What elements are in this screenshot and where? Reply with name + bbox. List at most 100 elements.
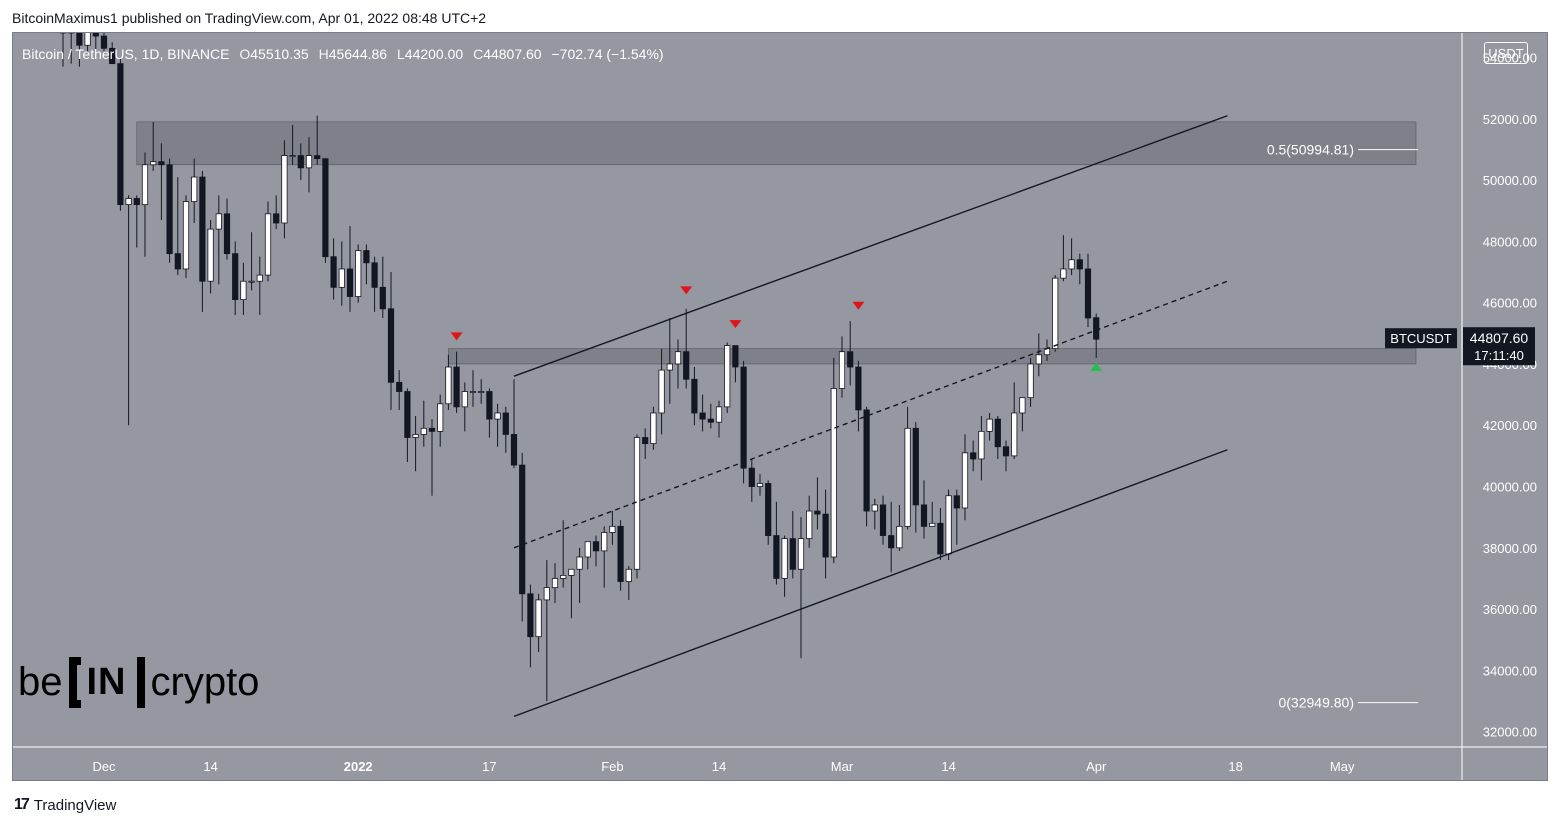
candle — [986, 412, 993, 441]
candle — [387, 272, 395, 410]
candle-body — [264, 213, 272, 276]
candle — [248, 232, 255, 291]
candle — [428, 419, 436, 496]
candle — [330, 238, 337, 300]
x-tick-label: 18 — [1228, 759, 1242, 774]
candle-body — [478, 391, 485, 393]
candle — [1035, 333, 1042, 377]
candle — [683, 308, 690, 389]
candle-body — [519, 464, 526, 595]
candle-body — [150, 161, 157, 166]
candle-body — [297, 155, 304, 169]
candle — [281, 140, 288, 239]
candle — [371, 256, 378, 312]
candle — [592, 535, 600, 567]
candle — [133, 195, 140, 248]
candle — [76, 33, 83, 67]
candle-body — [84, 33, 91, 46]
candle — [609, 511, 616, 545]
candle-body — [584, 541, 591, 558]
red-arrow-icon — [680, 286, 693, 295]
candle-body — [871, 504, 878, 512]
candle — [584, 541, 591, 570]
candle — [355, 244, 362, 303]
candle-body — [207, 228, 214, 282]
candle — [453, 351, 460, 413]
candle — [1068, 238, 1075, 276]
tradingview-footer[interactable]: 17 TradingView — [14, 796, 116, 814]
candle — [838, 336, 846, 398]
candle-body — [929, 522, 936, 527]
fib-level-label: 0(32949.80) — [1278, 695, 1354, 711]
watermark-middle: IN — [68, 656, 145, 708]
candle — [486, 388, 493, 438]
candle-body — [945, 495, 952, 555]
candle-body — [240, 280, 247, 301]
candle-body — [1084, 268, 1092, 319]
change-value: −702.74 (−1.54%) — [551, 46, 664, 62]
candle — [601, 526, 608, 588]
candle — [363, 244, 370, 285]
candle — [1052, 275, 1059, 352]
x-tick-label: 14 — [712, 759, 726, 774]
candle-body — [888, 535, 895, 549]
y-tick-label: 38000.00 — [1483, 541, 1537, 556]
candle — [478, 379, 485, 404]
candle — [150, 121, 157, 171]
candle — [748, 458, 755, 502]
currency-unit-button[interactable]: USDT — [1484, 42, 1528, 64]
candle — [68, 33, 75, 64]
price-chart[interactable]: 0.5(50994.81) 0(32949.80) 32000.00 34000.00… — [13, 33, 1547, 780]
candle-body — [1093, 317, 1100, 340]
channel-upper-line — [513, 115, 1228, 377]
watermark-right: crypto — [150, 659, 260, 704]
candle — [904, 406, 911, 530]
candle — [338, 241, 345, 306]
candle-body — [912, 427, 919, 506]
candle — [100, 33, 108, 52]
candle-body — [1068, 259, 1075, 270]
y-tick-label: 52000.00 — [1483, 112, 1537, 127]
chart-panel[interactable]: 0.5(50994.81) 0(32949.80) 32000.00 34000.00… — [12, 32, 1548, 781]
red-arrow-icon — [729, 320, 742, 329]
candle-body — [625, 568, 632, 582]
candle-body — [838, 351, 846, 389]
candle — [1076, 253, 1083, 285]
candle-body — [199, 176, 206, 282]
candle — [806, 495, 813, 548]
candle — [625, 566, 632, 600]
candle — [125, 195, 132, 426]
candle — [945, 489, 952, 561]
candle-body — [822, 513, 829, 558]
candle-body — [232, 253, 239, 301]
tradingview-brand[interactable]: TradingView — [33, 796, 117, 814]
candle — [59, 33, 67, 67]
candle-body — [1019, 397, 1026, 414]
candle — [715, 400, 723, 438]
candle-body — [223, 213, 231, 255]
red-arrow-icon — [450, 332, 463, 341]
candle-body — [814, 510, 821, 515]
candle — [666, 317, 673, 404]
candle — [1011, 382, 1018, 459]
horizontal-zone-0 — [136, 121, 1417, 166]
candle — [461, 382, 468, 432]
candle — [1019, 397, 1026, 432]
candle — [568, 568, 575, 619]
candle — [896, 504, 903, 551]
candle — [256, 256, 263, 315]
candle — [822, 489, 829, 579]
candle-body — [379, 286, 386, 310]
candle-body — [699, 412, 706, 420]
candle — [920, 480, 928, 539]
candle-body — [1043, 348, 1051, 356]
candle — [576, 547, 583, 603]
candle-body — [748, 467, 755, 487]
candle-body — [502, 412, 509, 435]
candle — [1060, 235, 1067, 282]
candle-body — [543, 587, 550, 601]
candle — [207, 219, 214, 294]
candle-body — [978, 430, 985, 460]
candle — [182, 195, 190, 279]
candle-body — [469, 391, 477, 393]
